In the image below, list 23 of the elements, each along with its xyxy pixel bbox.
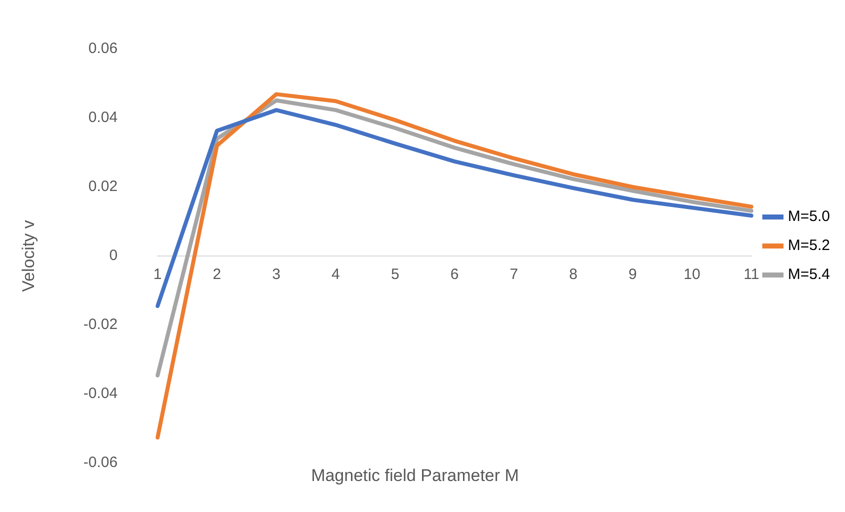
x-tick-label: 7 [510, 266, 518, 284]
x-tick-label: 10 [684, 266, 700, 284]
legend-label: M=5.0 [788, 208, 830, 226]
x-tick-label: 1 [153, 266, 162, 284]
x-tick-label: 4 [332, 266, 340, 284]
legend-label: M=5.2 [788, 237, 830, 254]
x-tick-label: 2 [212, 266, 222, 284]
y-tick-label: 0.02 [88, 178, 118, 196]
legend-label: M=5.4 [788, 266, 830, 284]
y-tick-label: 0.04 [88, 109, 118, 126]
y-tick-label: 0.06 [88, 40, 118, 58]
y-tick-label: 0 [109, 247, 118, 264]
y-tick-label: -0.04 [83, 385, 118, 402]
x-axis-title: Magnetic field Parameter M [310, 466, 520, 486]
y-tick-label: -0.06 [83, 454, 118, 472]
x-tick-label: 11 [744, 266, 760, 284]
x-tick-label: 3 [272, 266, 281, 284]
y-tick-label: -0.02 [83, 316, 118, 334]
x-tick-label: 9 [628, 266, 637, 284]
y-axis-title: Velocity v [18, 220, 38, 292]
x-tick-label: 6 [450, 266, 459, 284]
x-tick-label: 5 [390, 266, 400, 284]
x-tick-label: 8 [569, 266, 578, 284]
